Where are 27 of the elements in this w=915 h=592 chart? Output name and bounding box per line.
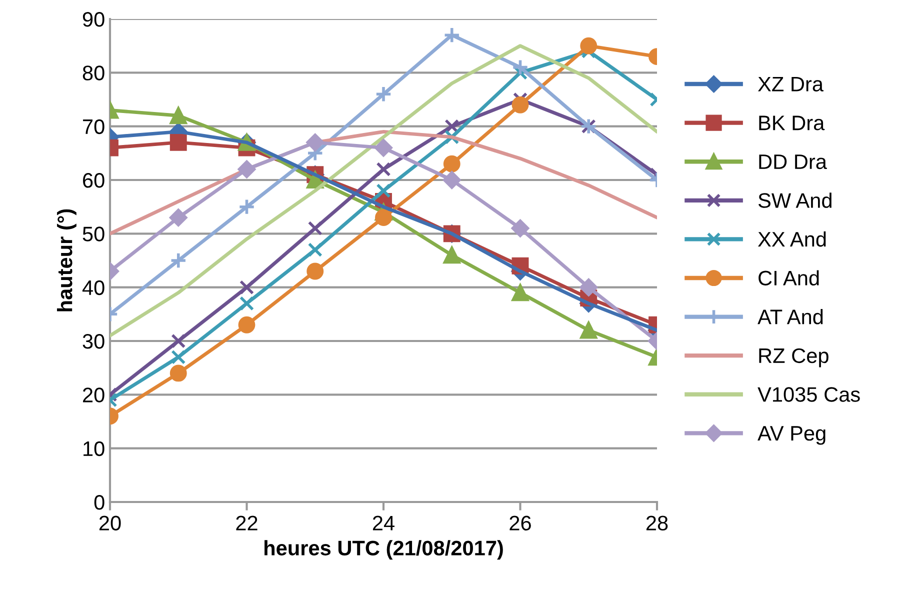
legend-label: AT And [758,308,823,324]
y-axis-title: hauteur (°) [56,209,76,312]
legend-label: BK Dra [759,116,825,130]
y-tick-label: 70 [83,119,104,134]
x-tick-label: 20 [99,516,121,530]
x-tick-label: 28 [646,516,668,530]
legend-label: DD Dra [759,154,827,170]
y-tick-label: 40 [82,280,104,296]
legend-label: CI And [758,270,819,286]
x-tick-label: 24 [372,516,394,530]
legend-label: XX And [758,231,826,247]
x-axis-title: heures UTC (21/08/2017) [264,540,503,560]
y-tick-label: 10 [84,441,104,456]
y-tick-label: 50 [82,226,104,242]
y-tick-label: 80 [82,66,104,80]
y-tick-label: 0 [94,495,104,510]
y-tick-label: 90 [82,12,104,27]
x-tick-label: 22 [236,516,258,530]
y-tick-label: 20 [83,388,104,402]
legend-label: SW And [758,192,832,208]
legend-label: AV Peg [758,426,826,445]
legend-label: XZ Dra [758,76,824,92]
y-tick-label: 60 [83,173,104,188]
legend-label: RZ Cep [759,348,828,368]
y-tick-label: 30 [82,334,104,349]
legend-label: V1035 Cas [758,387,860,402]
x-tick-label: 26 [510,516,531,530]
